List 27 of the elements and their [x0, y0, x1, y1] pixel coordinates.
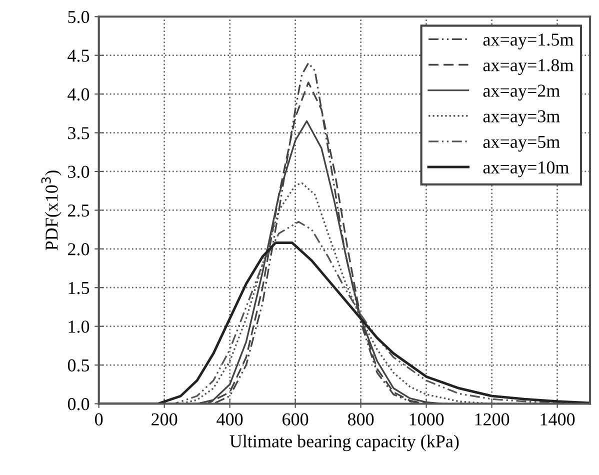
x-axis-title: Ultimate bearing capacity (kPa): [230, 434, 459, 452]
x-tick-label: 800: [348, 413, 374, 426]
x-tick-label: 1000: [410, 413, 444, 426]
legend-label: ax=ay=3m: [483, 110, 560, 126]
legend-label: ax=ay=5m: [483, 136, 560, 152]
y-tick-label: 2.0: [68, 243, 90, 256]
x-tick-label: 1400: [540, 413, 575, 426]
legend-label: ax=ay=1.5m: [483, 34, 574, 50]
y-tick-label: 4.0: [68, 88, 90, 101]
y-tick-label: 4.5: [68, 50, 90, 62]
x-tick-label: 0: [95, 413, 103, 426]
y-tick-label: 1.0: [68, 320, 90, 333]
legend-label: ax=ay=2m: [483, 84, 560, 101]
y-tick-label: 3.5: [68, 127, 90, 140]
y-axis-title: PDF(x10$^{3}$): [41, 170, 62, 250]
y-tick-label: 2.5: [68, 204, 90, 217]
x-tick-label: 200: [152, 413, 178, 426]
legend-label: ax=ay=10m: [483, 161, 569, 178]
y-tick-label: 3.0: [68, 166, 90, 178]
x-tick-label: 1200: [475, 413, 510, 426]
x-tick-label: 400: [216, 413, 243, 426]
y-tick-label: 0.0: [68, 398, 90, 410]
x-tick-label: 600: [282, 413, 308, 426]
legend-label: ax=ay=1.8m: [483, 59, 574, 75]
y-tick-label: 5.0: [68, 10, 90, 24]
y-tick-label: 0.5: [68, 359, 90, 372]
y-tick-label: 1.5: [68, 282, 90, 294]
